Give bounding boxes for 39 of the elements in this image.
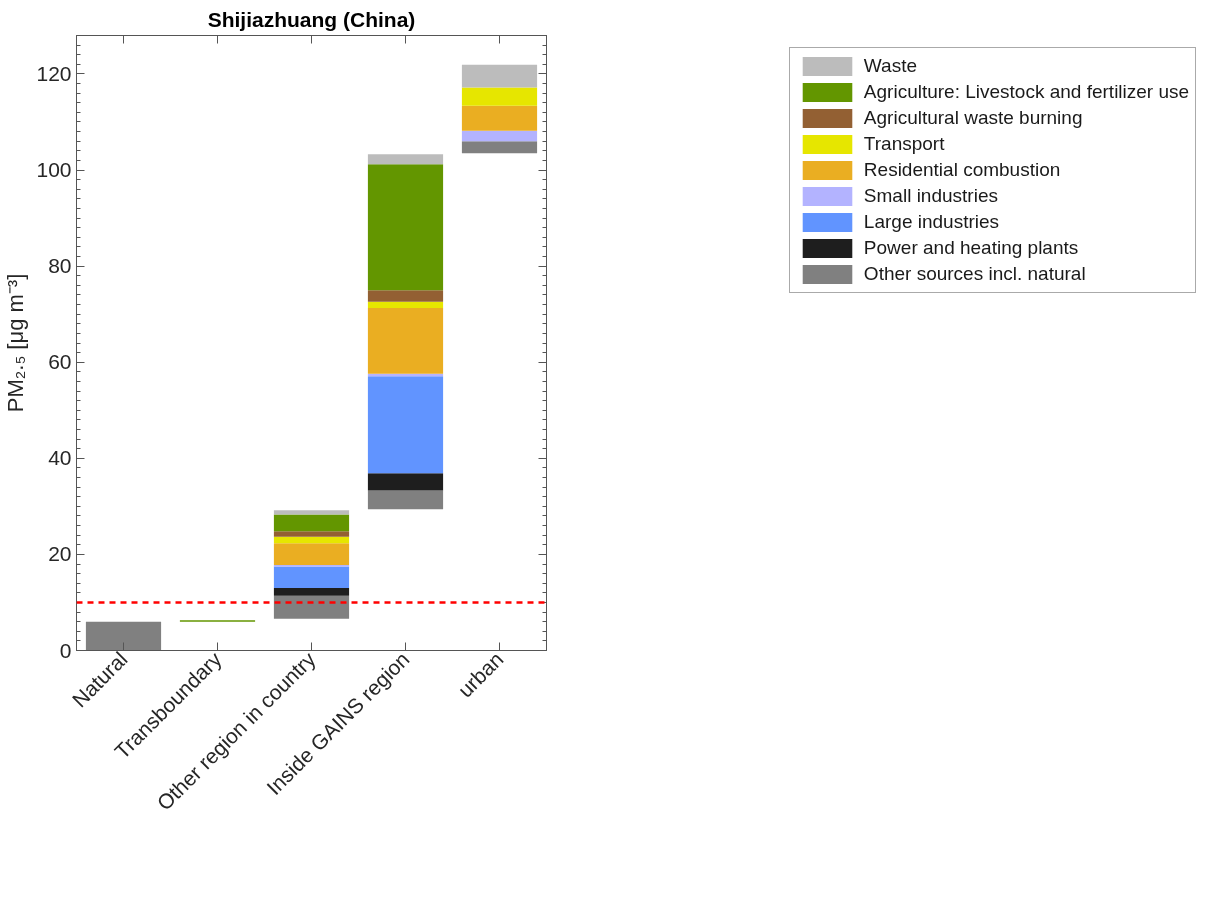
legend-label: Large industries: [863, 211, 1000, 233]
legend-label: Waste: [863, 55, 917, 77]
bar: [461, 130, 538, 142]
bar: [461, 105, 538, 131]
bar: [367, 376, 444, 474]
y-tick-label: 100: [36, 158, 72, 182]
bar: [273, 510, 350, 515]
y-axis-title: PM₂.₅ [μg m⁻³]: [3, 273, 29, 413]
y-tick-label: 120: [36, 61, 72, 85]
bar: [367, 490, 444, 510]
legend-label: Other sources incl. natural: [863, 263, 1086, 285]
bar: [367, 164, 444, 291]
bar: [273, 531, 350, 537]
bar: [367, 290, 444, 302]
bar: [273, 566, 350, 589]
bar: [461, 64, 538, 88]
bar: [273, 514, 350, 532]
bar: [367, 473, 444, 491]
bar: [461, 141, 538, 154]
bar: [461, 87, 538, 106]
bar: [367, 307, 444, 374]
bar: [367, 154, 444, 165]
y-tick-label: 20: [48, 542, 72, 566]
legend-label: Residential combustion: [863, 159, 1061, 181]
bar: [273, 595, 350, 619]
y-tick-label: 80: [48, 254, 72, 278]
legend-label: Transport: [863, 133, 945, 155]
y-tick-label: 40: [48, 446, 72, 470]
chart-title: Shijiazhuang (China): [207, 7, 416, 31]
legend-label: Agricultural waste burning: [863, 107, 1083, 129]
legend-label: Power and heating plants: [863, 237, 1079, 259]
bar: [273, 543, 350, 565]
bar: [367, 301, 444, 308]
y-tick-label: 60: [48, 350, 72, 374]
legend-label: Small industries: [863, 185, 998, 207]
bar: [273, 588, 350, 596]
y-tick-label: 0: [59, 638, 72, 662]
bar: [85, 621, 162, 651]
legend-label: Agriculture: Livestock and fertilizer use: [863, 81, 1190, 103]
